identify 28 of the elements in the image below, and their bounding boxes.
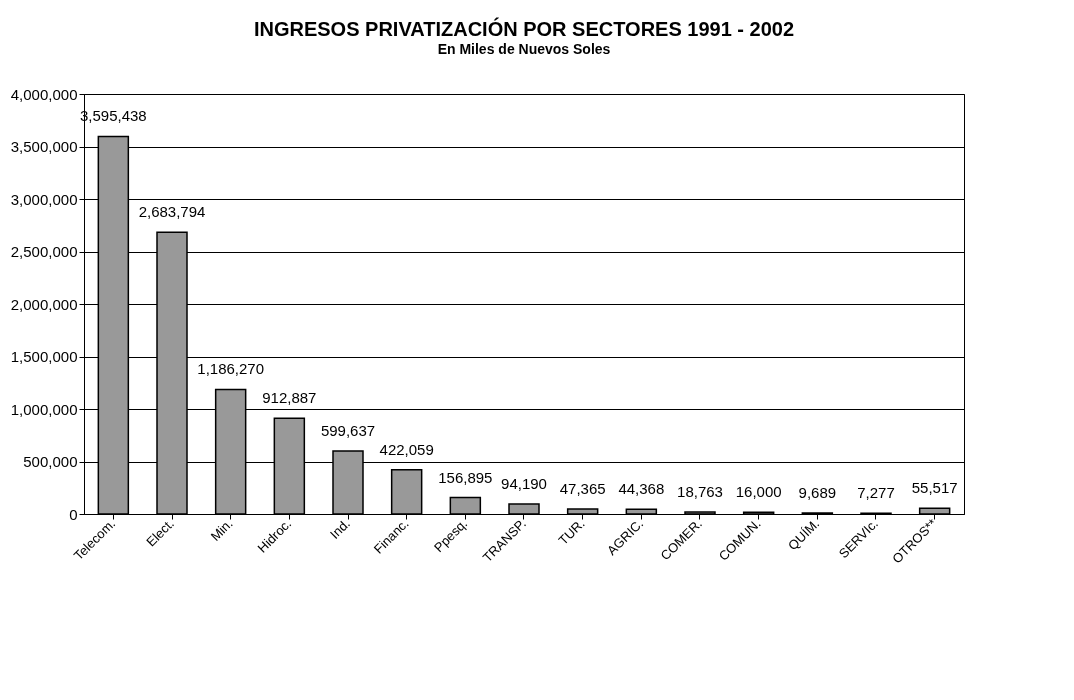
data-label: 7,277 [857, 484, 895, 502]
y-tick-label: 1,500,000 [10, 348, 78, 365]
y-tick-label: 3,000,000 [10, 190, 78, 208]
y-tick-label: 0 [69, 505, 78, 523]
y-tick-label: 2,000,000 [10, 295, 78, 313]
y-tick-label: 4,000,000 [10, 85, 78, 103]
data-label: 44,368 [618, 480, 665, 498]
data-label: 599,637 [320, 422, 376, 440]
data-label: 912,887 [262, 389, 317, 407]
y-tick-label: 1,000,000 [10, 400, 78, 418]
data-label: 55,517 [911, 479, 958, 497]
data-label: 2,683,794 [138, 203, 206, 221]
chart-subtitle: En Miles de Nuevos Soles [437, 41, 611, 57]
data-label: 47,365 [559, 480, 606, 498]
x-tick-label: Min. [207, 515, 236, 544]
data-label: 18,763 [677, 483, 723, 501]
y-tick-label: 2,500,000 [10, 243, 78, 260]
data-label: 9,689 [798, 483, 837, 501]
data-label: 422,059 [379, 440, 434, 458]
data-label: 94,190 [501, 475, 547, 493]
chart-title: INGRESOS PRIVATIZACIÓN POR SECTORES 1991 - 2002 [253, 17, 795, 40]
y-tick-label: 3,500,000 [10, 138, 78, 155]
data-label: 156,895 [438, 468, 493, 486]
x-tick-label: Ind. [327, 515, 353, 542]
x-tick-label: TUR. [555, 515, 588, 548]
y-tick-label: 500,000 [23, 453, 78, 470]
data-label: 16,000 [735, 483, 782, 501]
data-label: 1,186,270 [197, 360, 265, 378]
